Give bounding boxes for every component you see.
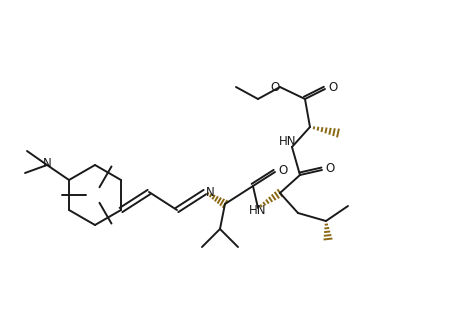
Text: HN: HN bbox=[249, 203, 266, 216]
Text: O: O bbox=[278, 165, 287, 178]
Text: O: O bbox=[328, 81, 337, 95]
Text: O: O bbox=[324, 163, 334, 175]
Text: HN: HN bbox=[278, 136, 296, 148]
Text: N: N bbox=[43, 157, 51, 170]
Text: N: N bbox=[205, 185, 214, 198]
Text: O: O bbox=[270, 81, 279, 95]
